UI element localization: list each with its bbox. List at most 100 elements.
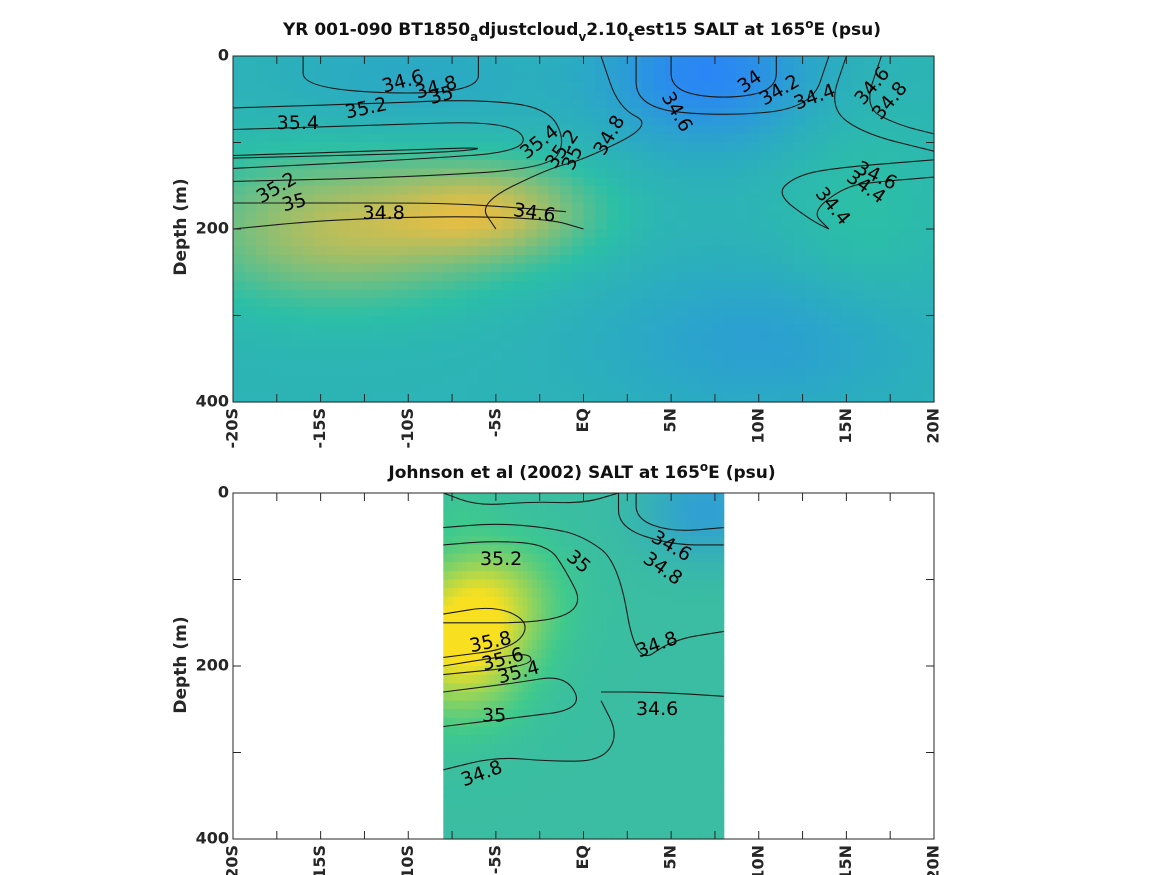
field-cell — [770, 254, 783, 265]
field-cell — [457, 717, 463, 728]
field-cell — [373, 229, 386, 239]
field-cell — [431, 177, 444, 187]
field-cell — [349, 306, 363, 317]
field-cell — [303, 315, 316, 325]
field-cell — [922, 211, 935, 221]
field-cell — [490, 640, 496, 650]
field-cell — [536, 640, 543, 650]
field-cell — [887, 168, 900, 178]
field-cell — [536, 743, 543, 754]
field-cell — [690, 493, 697, 503]
field-cell — [618, 324, 631, 334]
field-cell — [536, 579, 543, 589]
field-cell — [595, 298, 608, 308]
field-cell — [466, 683, 472, 693]
field-cell — [447, 588, 454, 598]
x-tick-label: -20S — [223, 408, 242, 448]
field-cell — [268, 159, 281, 170]
field-cell — [536, 151, 550, 161]
field-cell — [805, 177, 818, 187]
field-cell — [536, 544, 543, 555]
field-cell — [712, 185, 725, 195]
field-cell — [672, 501, 678, 511]
field-cell — [681, 648, 687, 658]
field-cell — [583, 821, 589, 831]
field-cell — [618, 341, 631, 351]
field-cell — [616, 640, 622, 650]
field-cell — [910, 107, 923, 118]
field-cell — [454, 332, 468, 343]
field-cell — [256, 341, 269, 351]
field-cell — [419, 315, 433, 325]
field-cell — [665, 125, 678, 135]
field-cell — [686, 778, 692, 788]
field-cell — [490, 254, 503, 265]
field-cell — [662, 813, 669, 823]
field-cell — [532, 709, 538, 719]
field-cell — [793, 220, 807, 230]
field-cell — [471, 778, 477, 788]
field-cell — [583, 393, 596, 403]
field-cell — [770, 315, 783, 325]
field-cell — [522, 778, 529, 788]
field-cell — [499, 735, 505, 745]
field-cell — [443, 622, 449, 632]
field-cell — [735, 367, 748, 377]
field-cell — [490, 787, 496, 797]
field-cell — [602, 691, 608, 702]
field-cell — [452, 631, 458, 641]
field-cell — [490, 90, 503, 100]
field-cell — [501, 177, 514, 187]
field-cell — [863, 341, 877, 351]
field-cell — [700, 588, 706, 598]
field-cell — [480, 493, 486, 503]
field-cell — [536, 761, 543, 771]
field-cell — [634, 570, 641, 581]
field-cell — [233, 315, 246, 325]
field-cell — [887, 246, 900, 256]
field-cell — [338, 185, 351, 195]
field-cell — [536, 90, 550, 100]
field-cell — [602, 570, 608, 581]
field-cell — [373, 107, 386, 118]
field-cell — [662, 717, 669, 728]
field-cell — [898, 185, 912, 195]
field-cell — [494, 674, 500, 684]
field-cell — [690, 717, 697, 728]
field-cell — [494, 648, 500, 658]
field-cell — [485, 761, 491, 771]
field-cell — [922, 194, 935, 204]
field-cell — [532, 588, 538, 598]
field-cell — [805, 64, 818, 74]
field-cell — [485, 778, 491, 788]
field-cell — [555, 562, 561, 572]
field-cell — [641, 177, 655, 187]
field-cell — [688, 116, 701, 126]
field-cell — [536, 358, 550, 368]
field-cell — [256, 194, 269, 204]
field-cell — [508, 596, 514, 607]
field-cell — [620, 709, 627, 719]
field-cell — [303, 237, 316, 247]
field-cell — [770, 384, 783, 394]
field-cell — [447, 570, 454, 581]
field-cell — [875, 367, 888, 377]
field-cell — [501, 289, 514, 299]
field-cell — [688, 194, 701, 204]
field-cell — [578, 769, 585, 780]
field-cell — [852, 358, 865, 368]
field-cell — [588, 769, 594, 780]
field-cell — [522, 536, 529, 546]
field-cell — [490, 700, 496, 710]
field-cell — [373, 194, 386, 204]
field-cell — [560, 272, 573, 282]
field-cell — [461, 527, 468, 537]
field-cell — [408, 133, 421, 144]
field-cell — [620, 510, 627, 520]
field-cell — [256, 203, 269, 213]
field-cell — [676, 717, 683, 728]
field-cell — [747, 272, 760, 282]
field-cell — [457, 674, 463, 684]
field-cell — [606, 151, 620, 161]
field-cell — [419, 56, 433, 66]
